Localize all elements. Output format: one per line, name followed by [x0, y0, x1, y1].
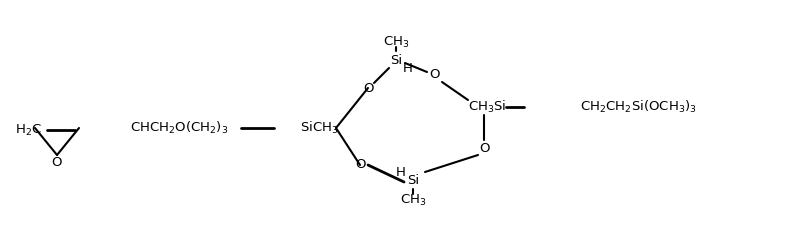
Text: O: O	[354, 158, 366, 172]
Text: CH$_3$Si: CH$_3$Si	[468, 99, 507, 115]
Text: O: O	[479, 141, 489, 155]
Text: H: H	[403, 62, 413, 76]
Text: SiCH$_3$: SiCH$_3$	[300, 120, 339, 136]
Text: H$_2$C: H$_2$C	[14, 122, 41, 138]
Text: H: H	[396, 165, 406, 179]
Text: O: O	[430, 69, 440, 81]
Text: CH$_3$: CH$_3$	[400, 192, 426, 208]
Text: CHCH$_2$O(CH$_2$)$_3$: CHCH$_2$O(CH$_2$)$_3$	[130, 120, 228, 136]
Text: CH$_2$CH$_2$Si(OCH$_3$)$_3$: CH$_2$CH$_2$Si(OCH$_3$)$_3$	[580, 99, 697, 115]
Text: O: O	[52, 156, 62, 170]
Text: O: O	[362, 81, 374, 95]
Text: CH$_3$: CH$_3$	[383, 35, 409, 50]
Text: Si: Si	[390, 53, 402, 67]
Text: Si: Si	[407, 174, 419, 186]
